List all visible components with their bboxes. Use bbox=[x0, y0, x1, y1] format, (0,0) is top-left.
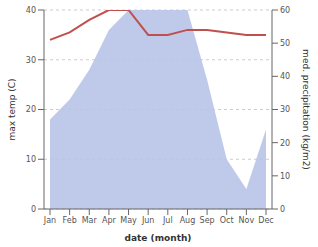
svg-text:date (month): date (month) bbox=[125, 233, 192, 243]
svg-text:max temp (C): max temp (C) bbox=[8, 78, 17, 140]
svg-text:Oct: Oct bbox=[220, 216, 234, 225]
svg-text:Feb: Feb bbox=[63, 216, 77, 225]
svg-text:50: 50 bbox=[280, 39, 290, 48]
svg-text:Aug: Aug bbox=[180, 216, 196, 225]
svg-text:med. precipitation (kg/m2): med. precipitation (kg/m2) bbox=[301, 49, 310, 170]
svg-text:Dec: Dec bbox=[258, 216, 273, 225]
svg-text:Apr: Apr bbox=[102, 216, 117, 225]
svg-text:10: 10 bbox=[26, 155, 36, 164]
svg-text:20: 20 bbox=[280, 139, 290, 148]
svg-text:Jan: Jan bbox=[43, 216, 56, 225]
svg-text:40: 40 bbox=[26, 6, 36, 15]
svg-text:Jul: Jul bbox=[162, 216, 173, 225]
svg-text:20: 20 bbox=[26, 105, 36, 114]
svg-text:0: 0 bbox=[31, 205, 36, 214]
svg-text:10: 10 bbox=[280, 172, 290, 181]
svg-text:0: 0 bbox=[280, 205, 285, 214]
svg-text:40: 40 bbox=[280, 72, 290, 81]
svg-text:60: 60 bbox=[280, 6, 290, 15]
svg-text:Sep: Sep bbox=[200, 216, 215, 225]
svg-text:Mar: Mar bbox=[82, 216, 98, 225]
svg-text:Nov: Nov bbox=[239, 216, 255, 225]
svg-text:May: May bbox=[120, 216, 137, 225]
svg-text:Jun: Jun bbox=[141, 216, 155, 225]
svg-text:30: 30 bbox=[280, 105, 290, 114]
svg-text:30: 30 bbox=[26, 56, 36, 65]
